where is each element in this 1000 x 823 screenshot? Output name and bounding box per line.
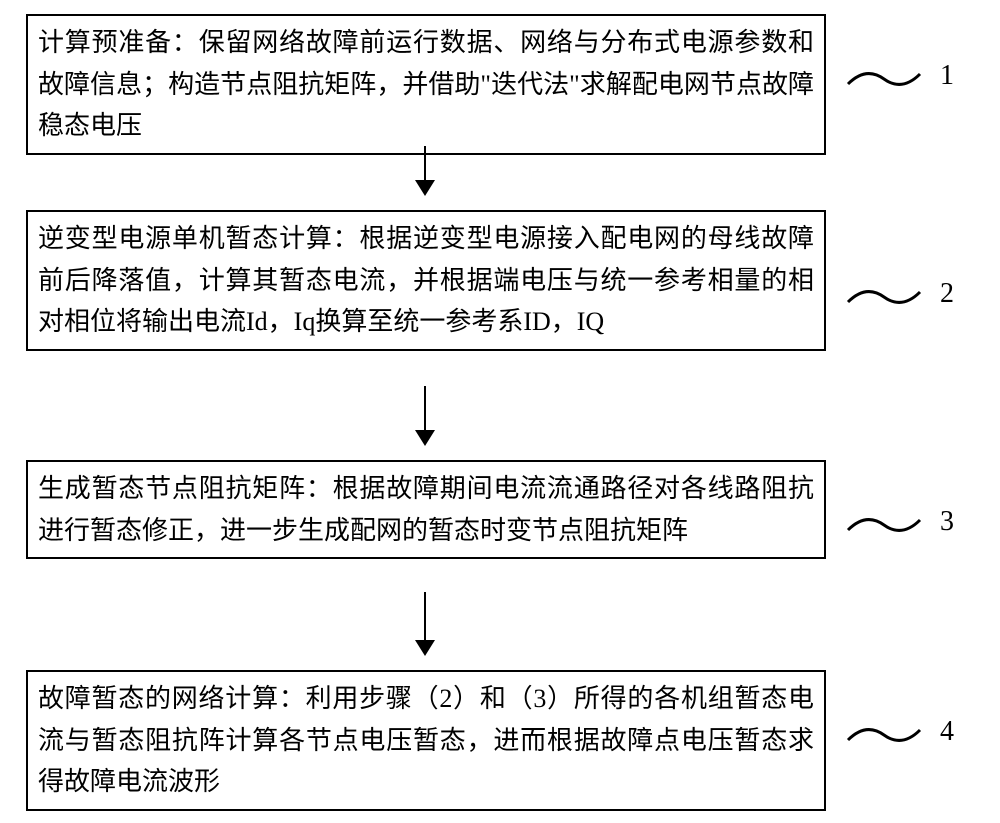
step-text-1: 计算预准备：保留网络故障前运行数据、网络与分布式电源参数和故障信息；构造节点阻抗… (38, 28, 814, 140)
tilde-connector-3 (846, 514, 922, 536)
step-text-3: 生成暂态节点阻抗矩阵：根据故障期间电流流通路径对各线路阻抗进行暂态修正，进一步生… (38, 474, 814, 545)
arrow-3-4 (424, 592, 426, 654)
arrow-1-2 (424, 146, 426, 194)
tilde-connector-4 (846, 724, 922, 746)
tilde-connector-1 (846, 68, 922, 90)
step-number-2: 2 (940, 278, 954, 310)
step-text-4: 故障暂态的网络计算：利用步骤（2）和（3）所得的各机组暂态电流与暂态阻抗阵计算各… (38, 684, 814, 796)
step-number-4: 4 (940, 716, 954, 748)
step-box-3: 生成暂态节点阻抗矩阵：根据故障期间电流流通路径对各线路阻抗进行暂态修正，进一步生… (26, 460, 826, 559)
step-box-4: 故障暂态的网络计算：利用步骤（2）和（3）所得的各机组暂态电流与暂态阻抗阵计算各… (26, 670, 826, 811)
arrow-2-3 (424, 386, 426, 444)
step-text-2: 逆变型电源单机暂态计算：根据逆变型电源接入配电网的母线故障前后降落值，计算其暂态… (38, 224, 814, 336)
step-box-2: 逆变型电源单机暂态计算：根据逆变型电源接入配电网的母线故障前后降落值，计算其暂态… (26, 210, 826, 351)
step-number-3: 3 (940, 506, 954, 538)
step-box-1: 计算预准备：保留网络故障前运行数据、网络与分布式电源参数和故障信息；构造节点阻抗… (26, 14, 826, 155)
flowchart-canvas: 计算预准备：保留网络故障前运行数据、网络与分布式电源参数和故障信息；构造节点阻抗… (0, 0, 1000, 823)
step-number-1: 1 (940, 60, 954, 92)
tilde-connector-2 (846, 286, 922, 308)
